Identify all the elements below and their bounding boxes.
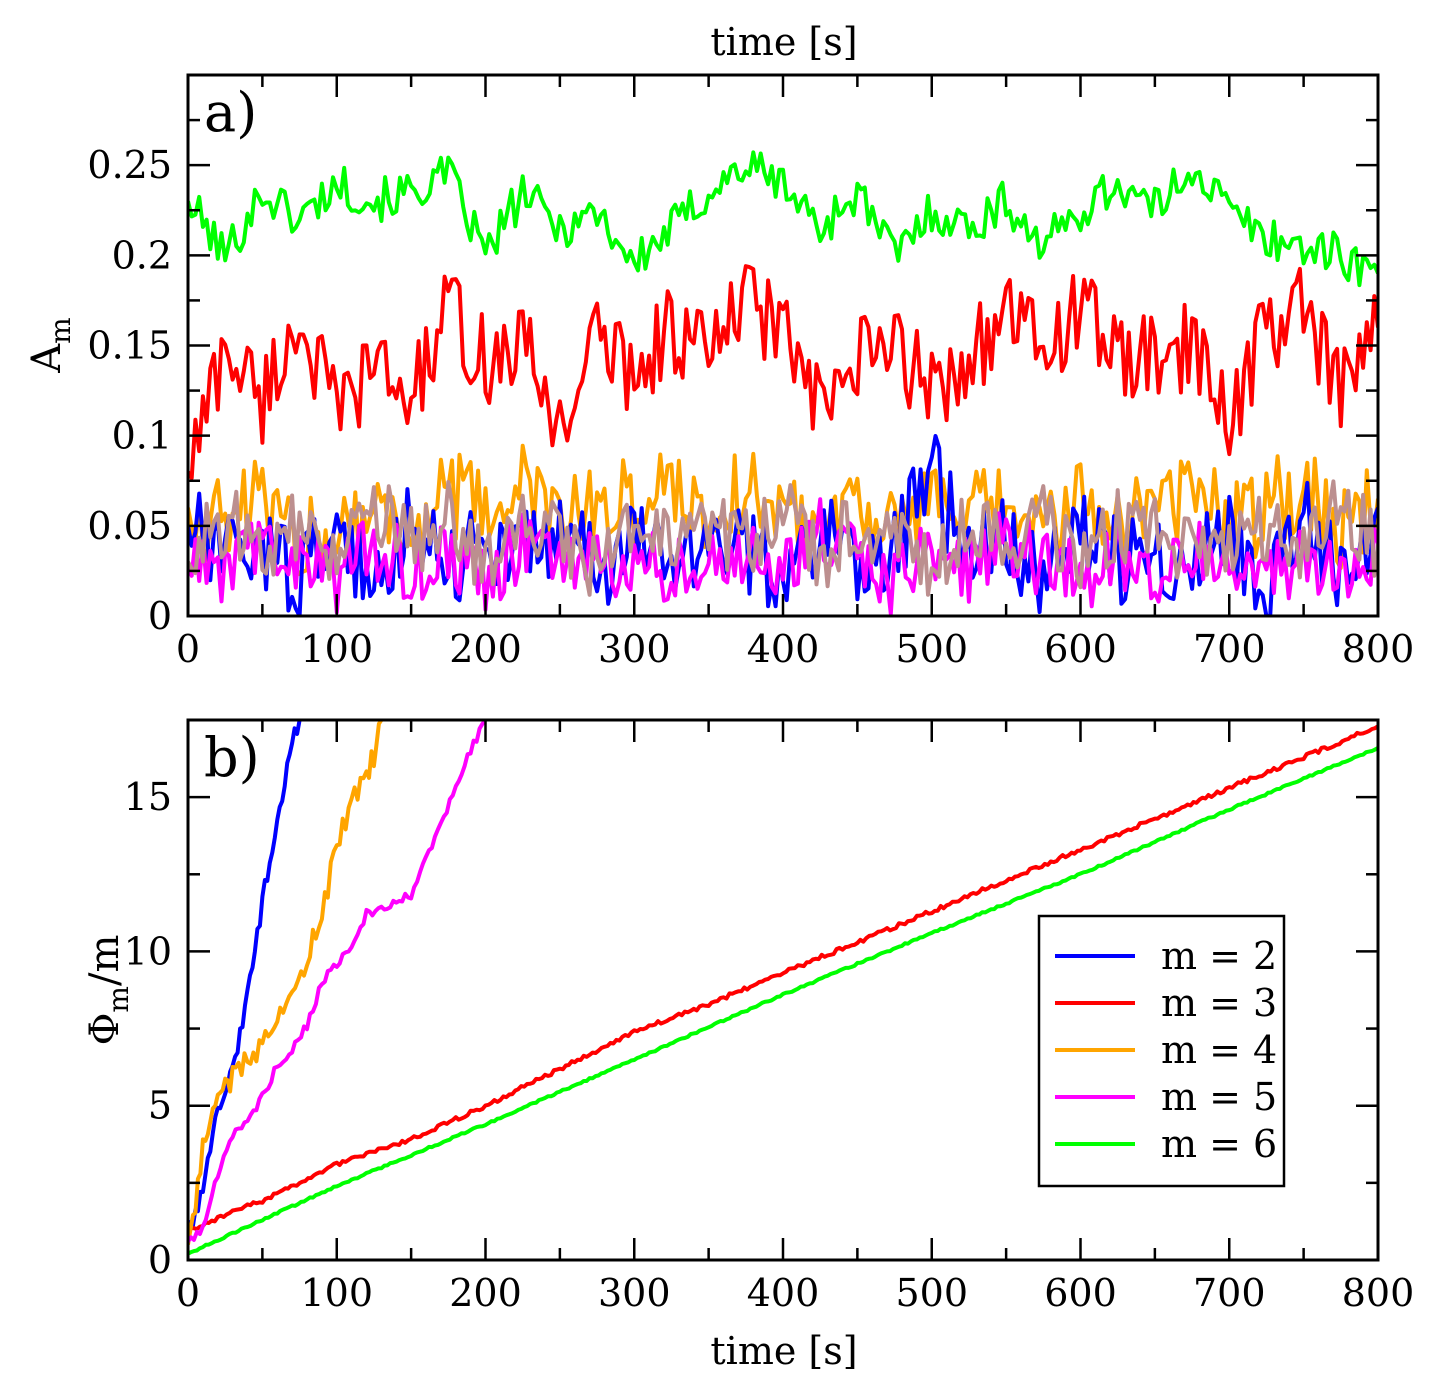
y-tick-label-a: 0.25 xyxy=(87,143,172,187)
x-tick-label-b: 500 xyxy=(895,1271,968,1315)
x-tick-label-a: 800 xyxy=(1342,627,1415,671)
x-tick-label-b: 800 xyxy=(1342,1271,1415,1315)
panel-label-a: a) xyxy=(204,81,257,144)
y-axis-label-b: Φm/m xyxy=(82,935,135,1046)
top-axis-label: time [s] xyxy=(710,20,857,64)
x-tick-label-b: 600 xyxy=(1044,1271,1117,1315)
x-tick-label-b: 200 xyxy=(449,1271,522,1315)
x-tick-label-a: 200 xyxy=(449,627,522,671)
series-line-m3-panel-a xyxy=(188,264,1378,481)
y-tick-label-a: 0.15 xyxy=(87,324,172,368)
x-tick-label-b: 300 xyxy=(598,1271,671,1315)
series-line-m4-panel-b xyxy=(188,720,384,1245)
x-tick-label-a: 100 xyxy=(300,627,373,671)
x-tick-label-b: 100 xyxy=(300,1271,373,1315)
y-tick-label-b: 0 xyxy=(148,1238,172,1282)
y-tick-label-a: 0.05 xyxy=(87,504,172,548)
legend-label-m5: m = 5 xyxy=(1161,1075,1277,1119)
legend-label-m4: m = 4 xyxy=(1161,1028,1277,1072)
y-axis-label-main-b: Φ xyxy=(82,1013,128,1046)
x-tick-label-a: 600 xyxy=(1044,627,1117,671)
x-tick-label-a: 400 xyxy=(747,627,820,671)
series-line-m3-panel-b xyxy=(188,724,1378,1232)
y-axis-label-suffix-b: /m xyxy=(82,935,128,986)
panel-a-chart: 0 100 200 300 400 500 600 700 800 0 0.05 0.1 0.15 0.2… xyxy=(24,73,1415,671)
series-line-m6-panel-b xyxy=(188,746,1378,1256)
x-tick-label-b: 400 xyxy=(747,1271,820,1315)
y-tick-label-a: 0 xyxy=(148,594,172,638)
x-tick-label-a: 700 xyxy=(1193,627,1266,671)
y-axis-label-a: Am xyxy=(24,317,77,373)
y-tick-label-b: 15 xyxy=(124,775,172,819)
y-tick-label-b: 5 xyxy=(148,1084,172,1128)
series-line-m7-panel-a xyxy=(188,479,1378,597)
series-line-m6-panel-a xyxy=(188,150,1378,288)
panel-label-b: b) xyxy=(204,726,260,789)
legend-label-m2: m = 2 xyxy=(1161,934,1277,978)
x-tick-label-a: 500 xyxy=(895,627,968,671)
x-tick-label-a: 300 xyxy=(598,627,671,671)
x-tick-label-b: 0 xyxy=(176,1271,200,1315)
y-tick-label-b: 10 xyxy=(124,929,172,973)
y-axis-label-main-a: A xyxy=(24,343,70,374)
x-tick-label-a: 0 xyxy=(176,627,200,671)
series-line-m5-panel-b xyxy=(188,720,488,1243)
legend-label-m3: m = 3 xyxy=(1161,981,1277,1025)
panel-b-chart: 0 100 200 300 400 500 600 700 800 0 5 10 15 b) Φm/m m =… xyxy=(82,718,1415,1315)
y-axis-label-sub-b: m xyxy=(102,986,135,1013)
x-tick-label-b: 700 xyxy=(1193,1271,1266,1315)
y-axis-label-sub-a: m xyxy=(44,317,77,344)
series-line-m5-panel-a xyxy=(188,497,1378,616)
legend-label-m6: m = 6 xyxy=(1161,1122,1277,1166)
legend: m = 2m = 3m = 4m = 5m = 6 xyxy=(1037,914,1286,1188)
y-tick-label-a: 0.2 xyxy=(112,233,172,277)
bottom-axis-label: time [s] xyxy=(710,1329,857,1373)
y-tick-label-a: 0.1 xyxy=(112,414,172,458)
series-line-m2-panel-b xyxy=(188,720,302,1230)
